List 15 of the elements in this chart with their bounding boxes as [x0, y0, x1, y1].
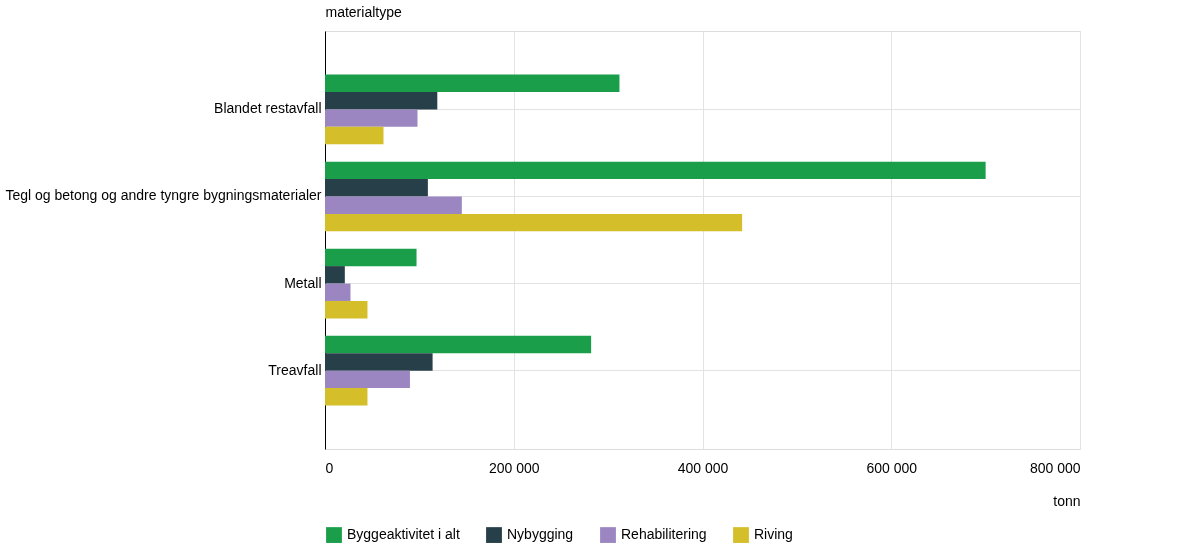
- x-tick-label: 800 000: [1029, 459, 1081, 476]
- legend-label: Rehabilitering: [621, 526, 707, 543]
- x-tick-label: 0: [325, 459, 334, 476]
- x-axis-title: tonn: [1053, 492, 1081, 509]
- y-tick-label: Metall: [284, 274, 322, 291]
- y-tick-label: Treavfall: [268, 361, 322, 378]
- y-axis-title: materialtype: [325, 3, 402, 20]
- x-tick-label: 200 000: [488, 459, 540, 476]
- legend-label: Byggeaktivitet i alt: [347, 526, 460, 543]
- legend-label: Riving: [754, 526, 793, 543]
- x-tick-label: 400 000: [677, 459, 729, 476]
- legend-label: Nybygging: [507, 526, 574, 543]
- x-tick-label: 600 000: [866, 459, 918, 476]
- y-tick-label: Tegl og betong og andre tyngre bygningsmaterialer: [5, 187, 322, 204]
- y-tick-label: Blandet restavfall: [214, 100, 322, 117]
